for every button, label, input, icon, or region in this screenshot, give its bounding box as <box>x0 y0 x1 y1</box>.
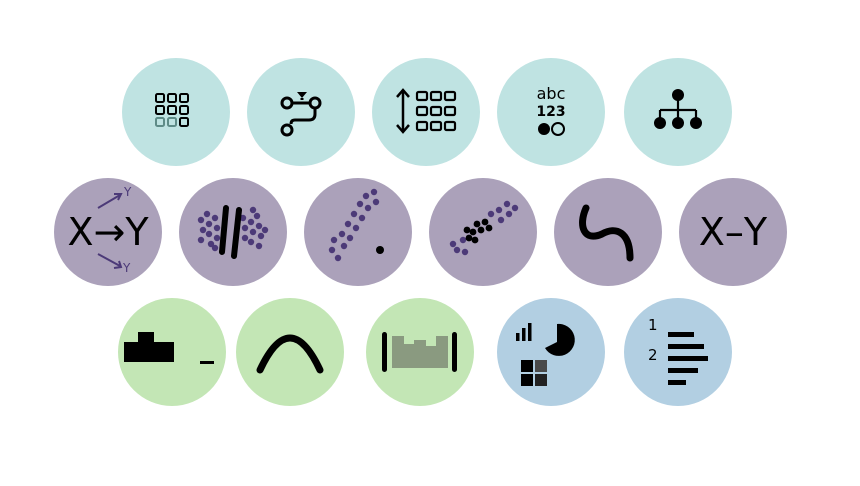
x-y-label: X–Y <box>699 210 768 254</box>
y-top-label: Y <box>123 185 132 199</box>
sort-rows-icon <box>372 58 480 166</box>
abc-label: abc <box>537 84 566 103</box>
histogram-icon <box>118 298 226 406</box>
correlation-icon <box>429 178 537 286</box>
rank-2-label: 2 <box>648 346 658 364</box>
curve-icon <box>554 178 662 286</box>
cluster-split-icon <box>179 178 287 286</box>
data-types-icon: abc 123 <box>497 58 605 166</box>
hierarchy-icon <box>624 58 732 166</box>
workflow-icon <box>247 58 355 166</box>
icon-row-1: abc 123 <box>0 58 860 168</box>
x-to-y-label: X→Y <box>67 210 149 254</box>
relationship-icon: X–Y <box>679 178 787 286</box>
y-bottom-label: Y <box>122 261 131 275</box>
rank-1-label: 1 <box>648 316 658 334</box>
range-icon <box>366 298 474 406</box>
icon-row-3: 1 2 <box>0 298 860 408</box>
chart-types-icon <box>497 298 605 406</box>
grid-icon <box>122 58 230 166</box>
ranking-icon: 1 2 <box>624 298 732 406</box>
outlier-icon <box>304 178 412 286</box>
causal-icon: Y X→Y Y <box>54 178 162 286</box>
icon-row-2: Y X→Y Y <box>0 178 860 288</box>
distribution-curve-icon <box>236 298 344 406</box>
123-label: 123 <box>536 104 565 120</box>
